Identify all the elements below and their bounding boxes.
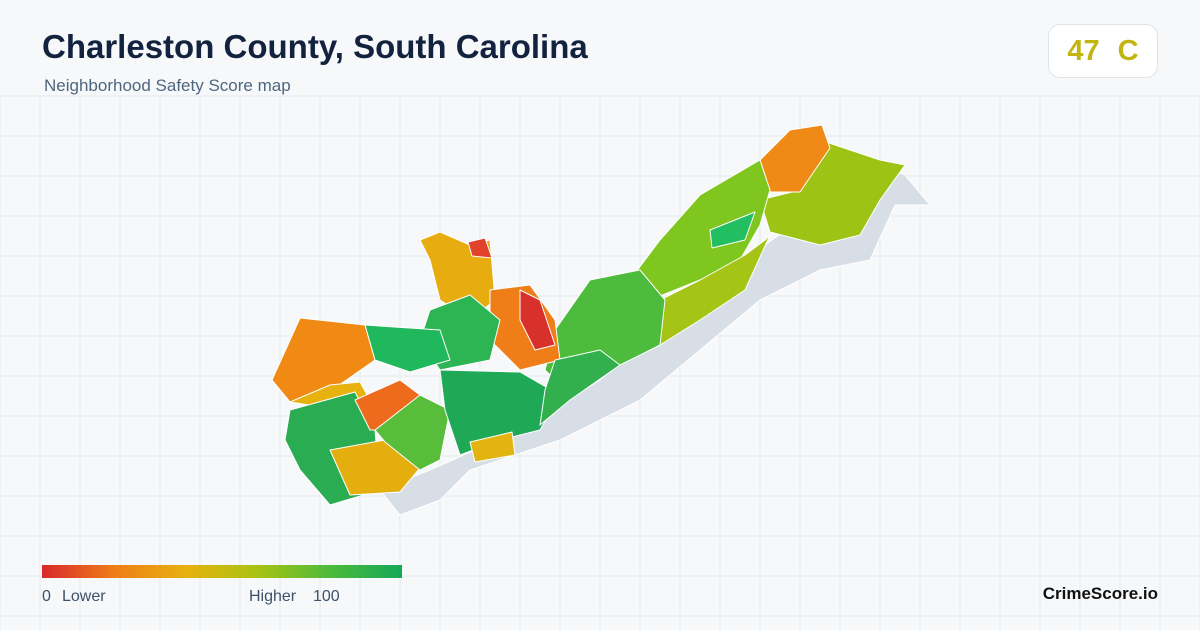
region: [374, 394, 451, 471]
score-badge: 47 C: [1048, 24, 1158, 78]
title: Charleston County, South Carolina: [42, 28, 588, 65]
region: [519, 289, 556, 351]
brand: CrimeScore.io: [1042, 584, 1158, 603]
legend-min-label: Lower: [62, 588, 106, 605]
region: [469, 431, 516, 463]
legend-max: 100: [313, 588, 340, 605]
region: [467, 237, 493, 259]
region: [709, 211, 756, 249]
county-map: [271, 124, 931, 516]
subtitle: Neighborhood Safety Score map: [44, 76, 291, 95]
region: [539, 349, 621, 426]
region: [439, 369, 561, 456]
legend-max-label: Higher: [249, 588, 297, 605]
score-value: 47: [1067, 34, 1100, 67]
legend-gradient: [42, 565, 402, 578]
legend-min: 0: [42, 588, 51, 605]
region: [759, 124, 831, 193]
region: [364, 324, 451, 373]
region: [759, 139, 906, 246]
score-grade: C: [1117, 34, 1139, 67]
region: [329, 439, 421, 496]
